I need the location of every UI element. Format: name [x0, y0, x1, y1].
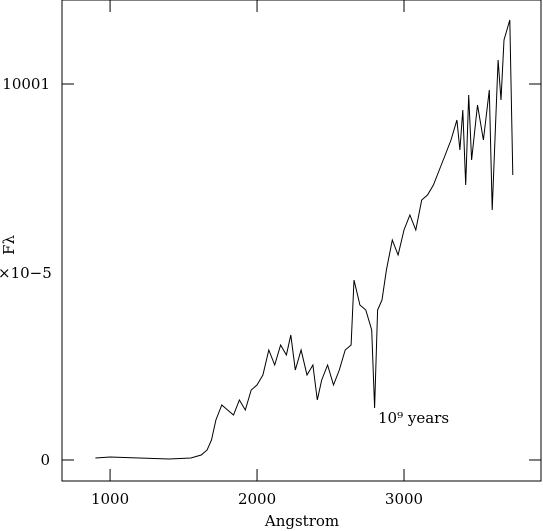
- x-tick-label: 3000: [385, 490, 423, 508]
- y-axis-scale: ×10−5: [0, 264, 52, 282]
- y-tick-label: 10001: [2, 75, 50, 93]
- x-tick-label: 1000: [91, 490, 129, 508]
- annotation: 10⁹ years: [378, 409, 449, 427]
- x-tick-label: 2000: [238, 490, 276, 508]
- spectrum-line: [95, 19, 514, 460]
- y-axis-label: Fλ: [0, 235, 18, 255]
- plot-frame: [61, 0, 542, 482]
- x-axis-label: Angstrom: [264, 512, 339, 530]
- y-tick-label: 0: [40, 451, 50, 469]
